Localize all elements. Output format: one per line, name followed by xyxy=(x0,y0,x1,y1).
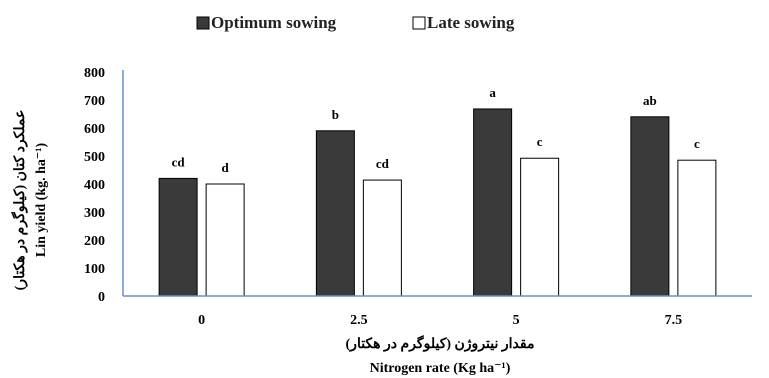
legend-label-late-sowing: Late sowing xyxy=(427,13,515,32)
y-tick-label-700: 700 xyxy=(84,94,105,109)
x-axis-title-english: Nitrogen rate (Kg ha⁻¹) xyxy=(370,361,511,376)
significance-label-optimum-sowing-2-5: b xyxy=(332,107,339,122)
legend-label-optimum-sowing: Optimum sowing xyxy=(211,13,337,32)
y-tick-label-0: 0 xyxy=(98,290,105,305)
significance-label-late-sowing-0: d xyxy=(222,160,230,175)
y-axis-title-english: Lin yield (kg. ha⁻¹) xyxy=(34,143,49,258)
y-tick-label-300: 300 xyxy=(84,206,105,221)
bar-optimum-sowing-2-5 xyxy=(315,130,355,297)
y-tick-label-600: 600 xyxy=(84,122,105,137)
x-tick-label-7-5: 7.5 xyxy=(665,313,683,328)
significance-label-optimum-sowing-5: a xyxy=(489,85,496,100)
legend-swatch-late-sowing xyxy=(412,16,426,30)
y-tick-label-200: 200 xyxy=(84,234,105,249)
bar-optimum-sowing-7-5 xyxy=(630,116,670,297)
bar-late-sowing-0 xyxy=(205,183,245,297)
significance-label-late-sowing-5: c xyxy=(537,134,543,149)
x-tick-label-2-5: 2.5 xyxy=(350,313,368,328)
significance-label-optimum-sowing-7-5: ab xyxy=(643,93,657,108)
x-tick-label-5: 5 xyxy=(513,313,520,328)
y-axis-title: عملکرد کتان (کیلوگرم در هکتار) xyxy=(11,110,28,291)
y-tick-label-400: 400 xyxy=(84,178,105,193)
x-axis-title-persian: مقدار نیتروژن (کیلوگرم در هکتار) xyxy=(346,335,535,352)
y-tick-label-500: 500 xyxy=(84,150,105,165)
bar-late-sowing-7-5 xyxy=(677,159,717,297)
legend: Optimum sowing Late sowing xyxy=(196,13,515,32)
legend-swatch-optimum-sowing xyxy=(196,16,210,30)
bar-late-sowing-2-5 xyxy=(362,179,402,297)
y-axis-title-en-group: Lin yield (kg. ha⁻¹) xyxy=(34,143,49,258)
bar-late-sowing-5 xyxy=(520,157,560,297)
significance-label-late-sowing-7-5: c xyxy=(694,136,700,151)
y-axis-title-persian: عملکرد کتان (کیلوگرم در هکتار) xyxy=(11,110,28,291)
bar-optimum-sowing-0 xyxy=(158,177,198,297)
y-tick-label-100: 100 xyxy=(84,262,105,277)
x-tick-label-0: 0 xyxy=(198,313,205,328)
bar-optimum-sowing-5 xyxy=(473,108,513,297)
y-tick-label-800: 800 xyxy=(84,66,105,81)
plot-area: 0 100 200 300 400 500 600 700 800 cd d 0 b cd 2.5 a c 5 ab… xyxy=(84,66,752,328)
significance-label-optimum-sowing-0: cd xyxy=(172,154,186,169)
significance-label-late-sowing-2-5: cd xyxy=(376,156,390,171)
